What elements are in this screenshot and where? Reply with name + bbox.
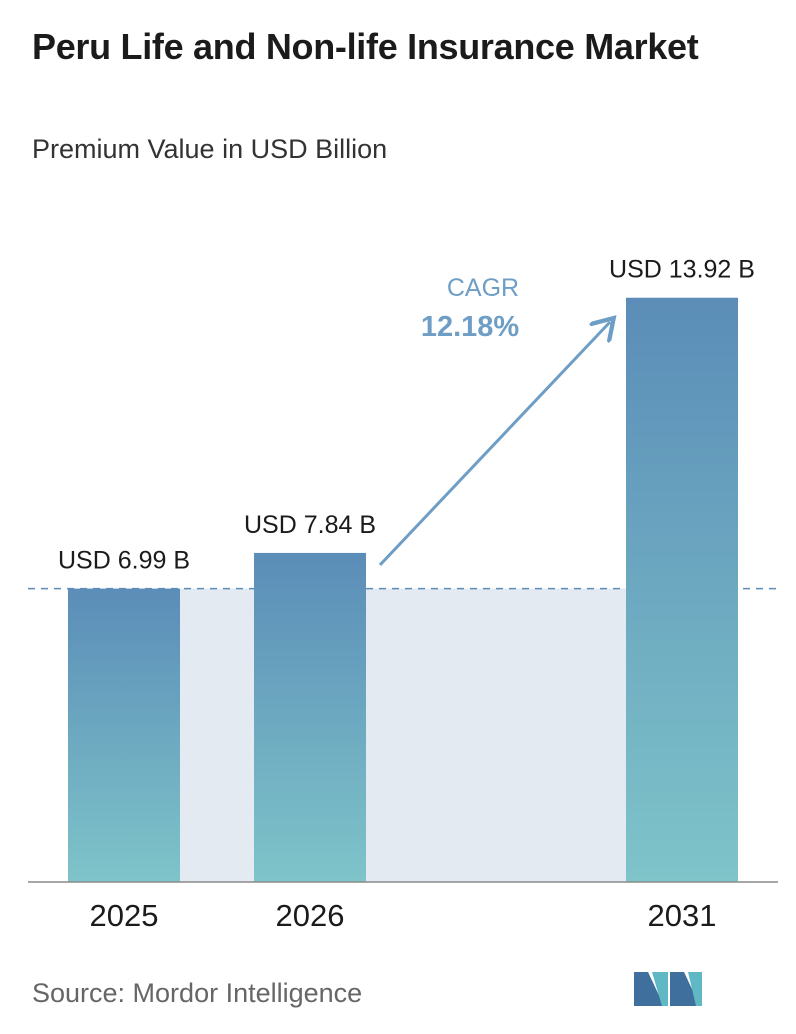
bar-2025 xyxy=(68,588,180,882)
source-note: Source: Mordor Intelligence xyxy=(32,978,363,1008)
category-label-2026: 2026 xyxy=(276,898,345,933)
chart-title: Peru Life and Non-life Insurance Market xyxy=(32,26,699,67)
value-label-2026: USD 7.84 B xyxy=(244,511,376,539)
category-label-2031: 2031 xyxy=(648,898,717,933)
value-label-2031: USD 13.92 B xyxy=(609,256,755,284)
bar-chart: USD 6.99 B 2025 USD 7.84 B 2026 USD 13.92 B 2… xyxy=(28,256,782,933)
chart-subtitle: Premium Value in USD Billion xyxy=(32,134,388,164)
category-label-2025: 2025 xyxy=(90,898,159,933)
bar-2031 xyxy=(626,297,738,882)
value-label-2025: USD 6.99 B xyxy=(58,547,190,575)
mordor-intelligence-logo-icon xyxy=(634,972,702,1006)
cagr-value: 12.18% xyxy=(421,311,520,343)
cagr-label: CAGR xyxy=(447,274,519,302)
cagr-arrow xyxy=(378,322,610,566)
bar-2026 xyxy=(254,552,366,882)
